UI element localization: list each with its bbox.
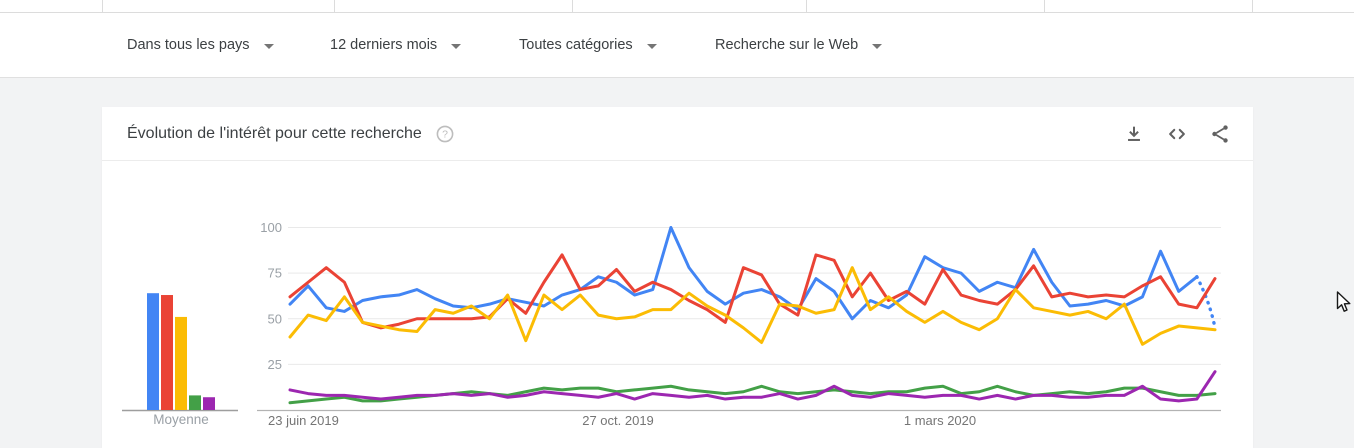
filter-timerange-dropdown[interactable]: 12 derniers mois	[330, 13, 462, 77]
trend-line-terme-bleu-partial-dotted	[1195, 275, 1217, 330]
x-tick-label: 1 mars 2020	[904, 413, 976, 428]
term-card-divider	[806, 0, 807, 12]
term-card-divider	[572, 0, 573, 12]
average-bar-terme-bleu	[147, 293, 159, 410]
average-label: Moyenne	[153, 412, 209, 427]
card-title-text: Évolution de l'intérêt pour cette recher…	[127, 124, 422, 142]
x-tick-label: 27 oct. 2019	[582, 413, 654, 428]
chevron-down-icon	[872, 43, 883, 49]
embed-code-icon[interactable]	[1164, 121, 1190, 147]
trend-line-terme-bleu	[288, 226, 1199, 321]
term-card-divider	[334, 0, 335, 12]
card-actions	[1121, 121, 1233, 147]
average-bar-terme-jaune	[175, 316, 187, 410]
filter-searchtype-dropdown[interactable]: Recherche sur le Web	[715, 13, 883, 77]
y-tick-label: 50	[268, 311, 282, 326]
y-tick-label: 75	[268, 266, 282, 281]
average-bar-terme-vert	[189, 395, 201, 410]
chevron-down-icon	[451, 43, 462, 49]
svg-text:?: ?	[442, 129, 448, 141]
filter-bar: Dans tous les pays 12 derniers mois Tout…	[0, 13, 1354, 78]
filter-country-label: Dans tous les pays	[127, 37, 250, 53]
filter-searchtype-label: Recherche sur le Web	[715, 37, 859, 53]
filter-country-dropdown[interactable]: Dans tous les pays	[127, 13, 274, 77]
average-bar-terme-rouge	[161, 295, 173, 410]
share-icon[interactable]	[1207, 121, 1233, 147]
x-tick-label: 23 juin 2019	[268, 413, 339, 428]
chevron-down-icon	[646, 43, 657, 49]
card-header: Évolution de l'intérêt pour cette recher…	[102, 107, 1253, 161]
term-card-divider	[102, 0, 103, 12]
average-bar-terme-violet	[203, 397, 215, 410]
compare-terms-strip	[0, 0, 1354, 13]
help-icon[interactable]: ?	[436, 125, 454, 143]
y-tick-label: 25	[268, 357, 282, 372]
filter-timerange-label: 12 derniers mois	[330, 37, 438, 53]
term-card-divider	[1044, 0, 1045, 12]
trend-line-terme-rouge	[288, 253, 1217, 330]
download-icon[interactable]	[1121, 121, 1147, 147]
filter-category-dropdown[interactable]: Toutes catégories	[519, 13, 657, 77]
trend-line-terme-violet	[288, 370, 1217, 403]
filter-category-label: Toutes catégories	[519, 37, 633, 53]
term-card-divider	[1252, 0, 1253, 12]
card-title: Évolution de l'intérêt pour cette recher…	[127, 124, 454, 143]
chevron-down-icon	[263, 43, 274, 49]
trend-line-terme-jaune	[288, 266, 1217, 346]
y-tick-label: 100	[260, 220, 282, 235]
